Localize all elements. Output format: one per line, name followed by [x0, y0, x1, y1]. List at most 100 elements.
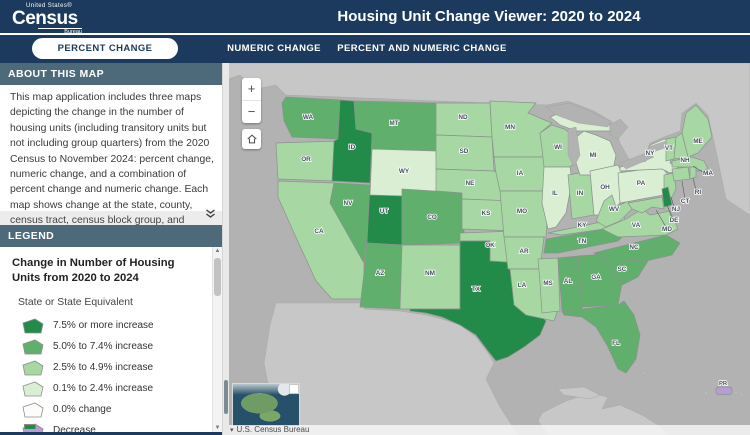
zoom-out-button[interactable]: − [247, 104, 256, 119]
state-ri[interactable] [689, 166, 697, 180]
state-label-wv: WV [609, 206, 620, 213]
state-label-al: AL [564, 278, 573, 285]
state-az[interactable] [359, 242, 403, 310]
state-va[interactable] [601, 208, 679, 238]
state-label-mt: MT [389, 120, 398, 127]
state-ma[interactable] [671, 156, 709, 172]
island [734, 391, 738, 395]
state-label-nh: NH [680, 157, 690, 164]
state-label-nd: ND [458, 114, 468, 121]
state-label-va: VA [632, 222, 641, 229]
legend-item-label: 2.5% to 4.9% increase [53, 362, 154, 373]
state-fl[interactable] [561, 300, 641, 374]
state-label-mi: MI [589, 152, 596, 159]
legend-item: 0.0% change [22, 399, 222, 420]
us-choropleth-map[interactable]: WA OR CA ID NV UT AZ MT WY CO NM ND SD NE KS OK TX MN IA MO… [228, 63, 750, 435]
state-label-ri: RI [695, 189, 702, 196]
zoom-in-button[interactable]: + [247, 81, 256, 96]
state-label-il: IL [552, 190, 558, 197]
attribution-expander-icon[interactable]: ▾ [230, 427, 234, 434]
legend-swatch-icon [22, 381, 44, 396]
state-label-la: LA [518, 282, 527, 289]
state-pr[interactable] [715, 386, 733, 395]
sidebar-scrollbar[interactable] [222, 63, 229, 435]
state-ct[interactable] [671, 166, 691, 182]
legend-header[interactable]: LEGEND [0, 225, 222, 247]
tab-percent-change[interactable]: PERCENT CHANGE [32, 38, 178, 59]
tab-percent-and-numeric-change[interactable]: PERCENT AND NUMERIC CHANGE [337, 43, 507, 54]
logo-census: Census [12, 8, 78, 29]
state-label-az: AZ [376, 270, 385, 277]
overview-inset-map[interactable] [232, 383, 300, 427]
state-label-pr: PR [719, 381, 728, 387]
legend-swatch-icon [22, 360, 44, 375]
state-label-sd: SD [460, 148, 469, 155]
legend-scrollbar[interactable]: ▲ ▼ [212, 247, 222, 432]
tab-numeric-change[interactable]: NUMERIC CHANGE [227, 43, 321, 54]
great-lake [545, 102, 611, 128]
state-label-ne: NE [466, 180, 476, 187]
census-bureau-logo[interactable]: United States® Census Bureau [12, 3, 82, 36]
legend-body: Change in Number of Housing Units from 2… [0, 247, 222, 432]
attribution-text: U.S. Census Bureau [236, 425, 310, 434]
logo-bureau: Bureau [38, 28, 82, 36]
legend-item-label: 0.0% change [53, 404, 112, 415]
legend-items: 7.5% or more increase 5.0% to 7.4% increa… [22, 315, 222, 432]
state-label-wy: WY [399, 168, 410, 175]
about-this-map-text: This map application includes three maps… [10, 92, 214, 225]
state-nv[interactable] [329, 182, 371, 265]
about-this-map-body: This map application includes three maps… [0, 85, 222, 225]
zoom-controls: + − [242, 78, 261, 123]
state-label-mo: MO [517, 208, 527, 215]
island [704, 391, 708, 395]
island [740, 393, 744, 397]
about-this-map-header[interactable]: ABOUT THIS MAP [0, 63, 222, 85]
state-il[interactable] [541, 166, 573, 230]
state-nm[interactable] [399, 244, 461, 310]
state-ms[interactable] [537, 257, 561, 314]
state-label-in: IN [577, 190, 584, 197]
inset-toggle-handle[interactable] [289, 384, 299, 394]
state-de[interactable] [661, 186, 673, 208]
callout-leader-line [692, 177, 697, 191]
state-label-or: OR [301, 156, 311, 163]
state-label-ok: OK [485, 242, 495, 249]
app-header: United States® Census Bureau Housing Uni… [0, 0, 750, 35]
state-label-ut: UT [380, 208, 389, 215]
chevron-down-double-icon[interactable] [205, 206, 216, 224]
state-label-ky: KY [578, 222, 588, 229]
map-canvas[interactable]: WA OR CA ID NV UT AZ MT WY CO NM ND SD NE KS OK TX MN IA MO… [228, 63, 750, 435]
state-label-ia: IA [517, 170, 524, 177]
state-label-nv: NV [344, 200, 354, 207]
scroll-down-icon[interactable]: ▼ [214, 425, 221, 431]
legend-item-label: Decrease [53, 425, 96, 432]
legend-partial-swatch [24, 424, 36, 429]
state-label-wa: WA [303, 114, 314, 121]
legend-subtitle: State or State Equivalent [18, 297, 133, 308]
state-label-ga: GA [591, 274, 601, 281]
state-label-tn: TN [578, 238, 587, 245]
island [744, 390, 748, 394]
legend-item-label: 7.5% or more increase [53, 320, 154, 331]
legend-item: 2.5% to 4.9% increase [22, 357, 222, 378]
state-md[interactable] [627, 196, 665, 214]
legend-title: Change in Number of Housing Units from 2… [12, 257, 175, 284]
great-lake [647, 140, 669, 154]
state-label-nj: NJ [672, 206, 681, 213]
state-label-ca: CA [314, 228, 324, 235]
legend-swatch-icon [22, 339, 44, 354]
scroll-up-icon[interactable]: ▲ [214, 248, 221, 254]
callout-leader-line [655, 209, 667, 228]
callout-leader-line [666, 204, 673, 219]
sidebar: ABOUT THIS MAP This map application incl… [0, 63, 222, 435]
state-label-ar: AR [519, 248, 529, 255]
state-me[interactable] [681, 104, 713, 158]
home-extent-button[interactable] [242, 129, 261, 149]
state-label-ks: KS [482, 210, 492, 217]
sidebar-scrollbar-thumb[interactable] [224, 380, 228, 414]
state-label-ma: MA [703, 170, 713, 177]
state-label-sc: SC [618, 266, 627, 273]
legend-scrollbar-thumb[interactable] [214, 258, 221, 296]
callout-leader-line [670, 196, 675, 208]
